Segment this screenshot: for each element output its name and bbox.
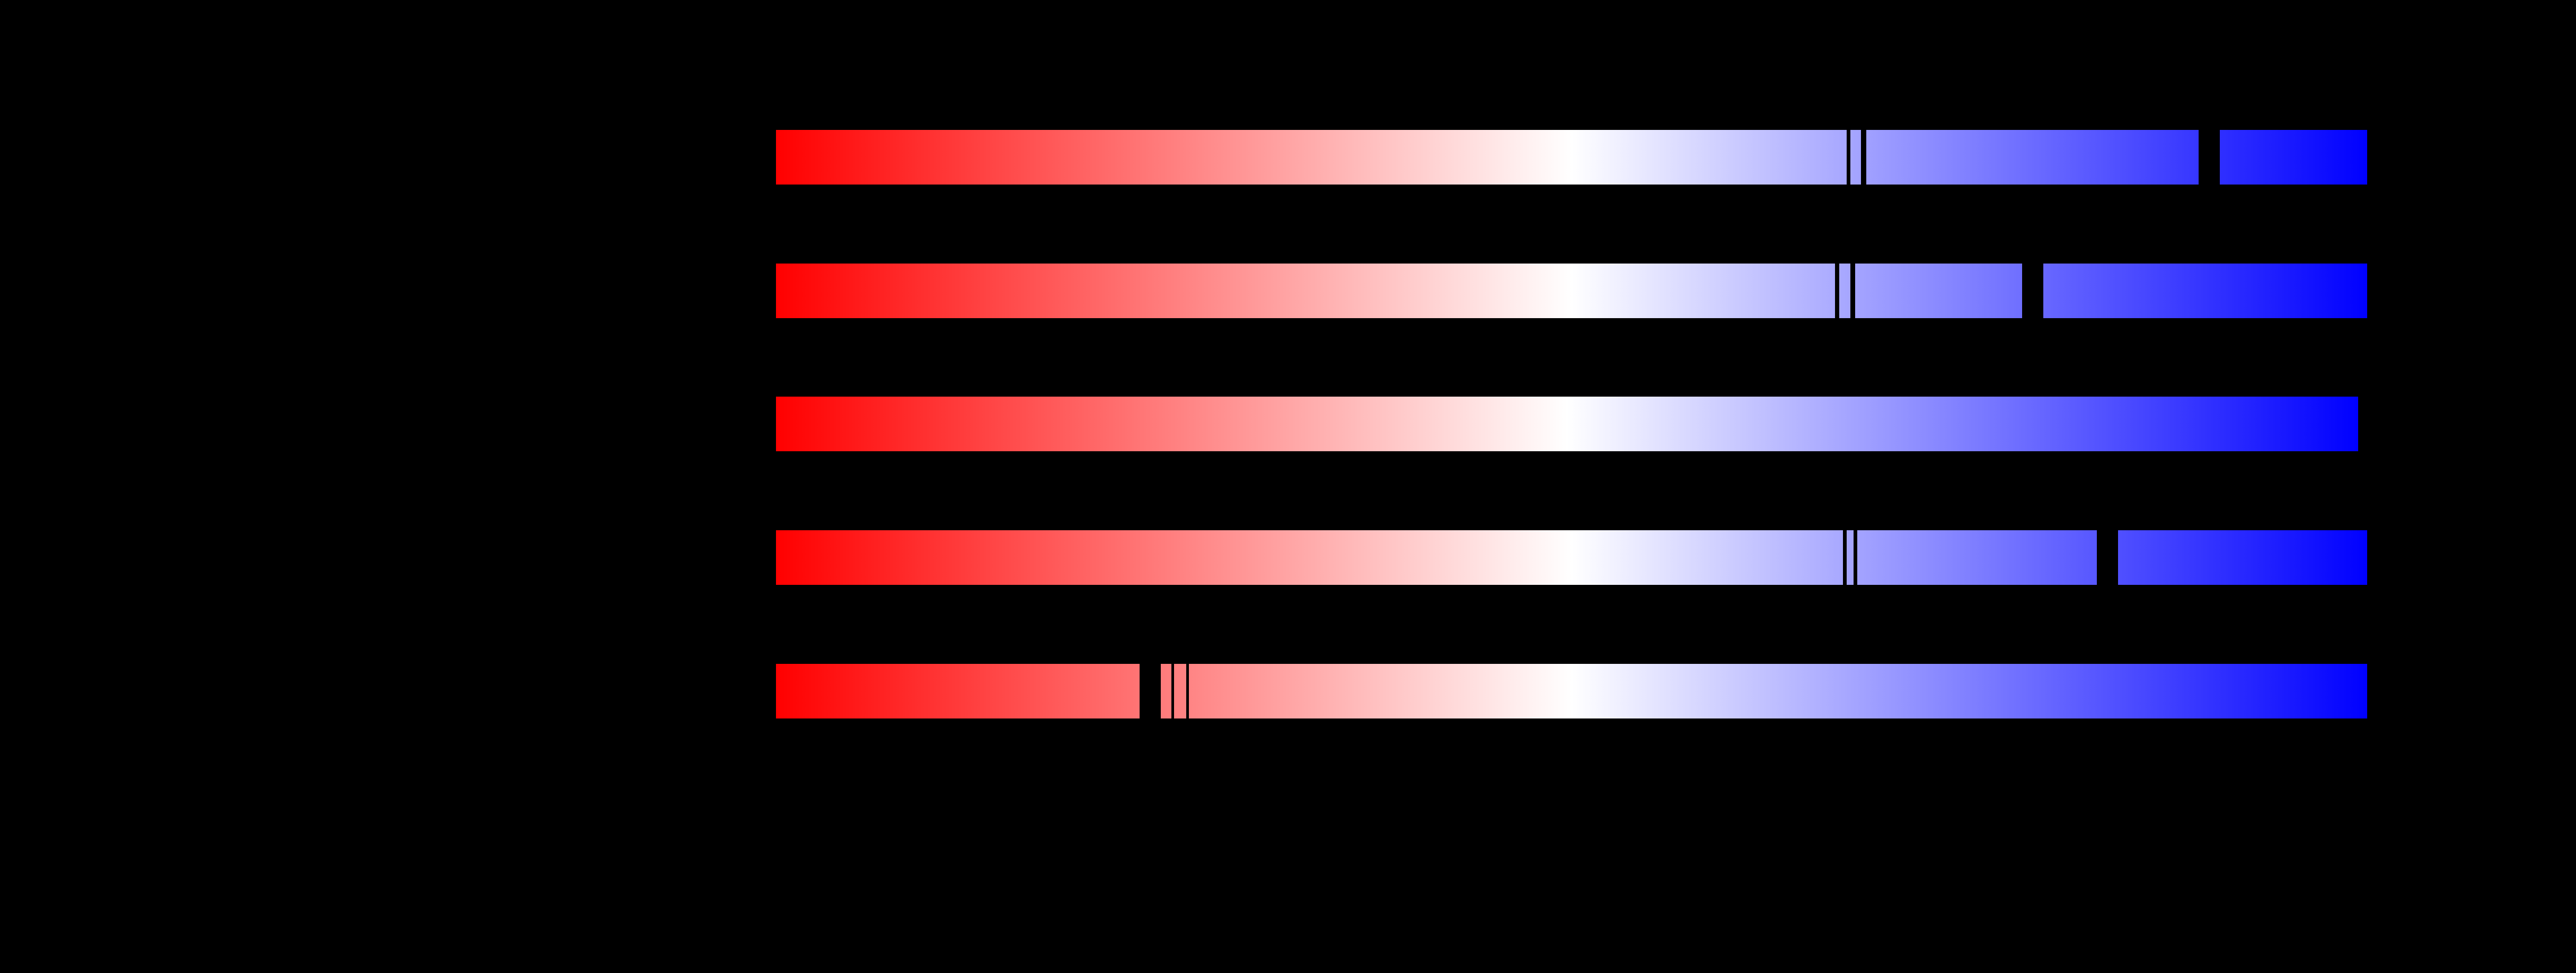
colorbar-segment [1189, 664, 2367, 718]
colorbar-row [776, 264, 2367, 318]
colorbar-segment [1866, 130, 2199, 185]
gradient-fill [1857, 530, 2097, 585]
colorbar-row [776, 397, 2358, 451]
gradient-fill [1161, 664, 1171, 718]
gradient-fill [1189, 664, 2367, 718]
colorbar-segment [776, 264, 1835, 318]
colorbar-segment [2118, 530, 2367, 585]
colorbar-segment [1847, 530, 1854, 585]
gradient-fill [1847, 530, 1854, 585]
gradient-fill [1855, 264, 2022, 318]
gradient-fill [776, 664, 1140, 718]
colorbar-segment [1174, 664, 1186, 718]
gradient-fill [776, 130, 1847, 185]
gradient-fill [1850, 130, 1861, 185]
colorbar-segment [2220, 130, 2367, 185]
gradient-fill [1839, 264, 1850, 318]
colorbar-segment [2043, 264, 2367, 318]
colorbar-segment [776, 130, 1847, 185]
colorbar-segment [776, 530, 1843, 585]
colorbar-segment [1857, 530, 2097, 585]
colorbar-segment [776, 664, 1140, 718]
colorbar-row [776, 530, 2367, 585]
gradient-fill [1174, 664, 1186, 718]
gradient-fill [2220, 130, 2367, 185]
gradient-fill [2043, 264, 2367, 318]
gradient-fill [776, 397, 2358, 451]
colorbar-segment [1850, 130, 1861, 185]
colorbar-row [776, 664, 2367, 718]
colorbar-segment [776, 397, 2358, 451]
colorbar-row [776, 130, 2367, 185]
gradient-fill [2118, 530, 2367, 585]
colorbar-segment [1839, 264, 1850, 318]
gradient-fill [1866, 130, 2199, 185]
gradient-fill [776, 264, 1835, 318]
colorbar-segment [1855, 264, 2022, 318]
gradient-fill [776, 530, 1843, 585]
colorbar-segment [1161, 664, 1171, 718]
